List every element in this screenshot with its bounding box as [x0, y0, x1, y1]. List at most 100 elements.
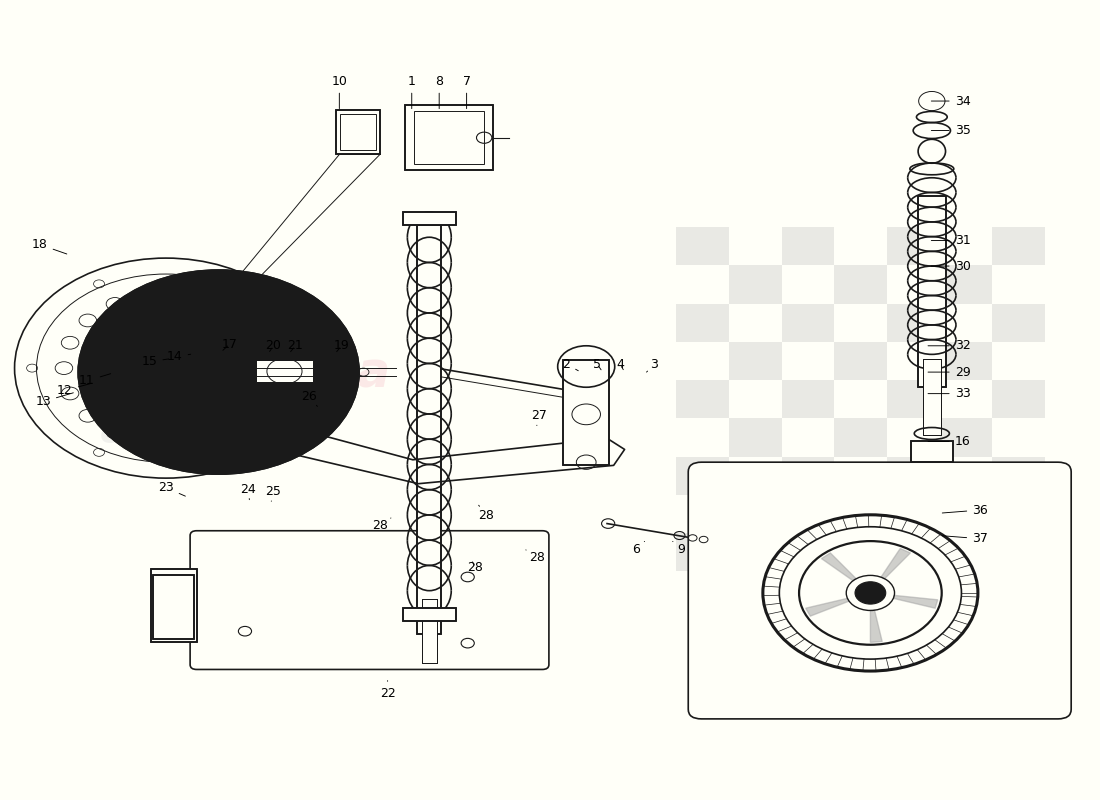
- Bar: [421, 599, 437, 663]
- Polygon shape: [881, 549, 911, 578]
- Bar: [887, 457, 939, 495]
- Bar: [729, 266, 781, 303]
- Bar: [729, 342, 781, 380]
- Polygon shape: [805, 598, 849, 616]
- Text: 32: 32: [928, 339, 970, 352]
- Text: 6: 6: [631, 542, 645, 556]
- Text: 21: 21: [287, 339, 304, 352]
- Text: 36: 36: [943, 503, 988, 517]
- Bar: [939, 418, 992, 457]
- Bar: [992, 457, 1045, 495]
- Text: car parts: car parts: [100, 417, 270, 450]
- Bar: [421, 599, 437, 663]
- Bar: [781, 227, 834, 266]
- Bar: [256, 360, 314, 382]
- Text: Scuderia: Scuderia: [144, 348, 390, 396]
- Text: 26: 26: [300, 390, 318, 406]
- Bar: [563, 360, 609, 466]
- Bar: [403, 212, 455, 225]
- Text: 16: 16: [928, 435, 970, 448]
- Bar: [729, 418, 781, 457]
- Bar: [676, 380, 729, 418]
- Bar: [887, 533, 939, 571]
- Text: 33: 33: [928, 387, 970, 400]
- Circle shape: [855, 582, 886, 604]
- Text: 14: 14: [167, 350, 190, 363]
- Bar: [153, 575, 195, 639]
- Text: 28: 28: [468, 561, 483, 574]
- Bar: [887, 303, 939, 342]
- Text: 5: 5: [593, 358, 602, 370]
- Text: 18: 18: [32, 238, 67, 254]
- Bar: [834, 418, 887, 457]
- Bar: [151, 569, 197, 642]
- Bar: [781, 303, 834, 342]
- Text: 8: 8: [436, 74, 443, 109]
- Bar: [911, 442, 953, 462]
- Bar: [403, 212, 455, 225]
- Text: 37: 37: [943, 532, 988, 546]
- Bar: [939, 495, 992, 533]
- Text: 30: 30: [932, 259, 970, 273]
- Text: 4: 4: [616, 358, 624, 370]
- Bar: [923, 359, 940, 435]
- Text: 12: 12: [57, 383, 92, 397]
- Text: 35: 35: [932, 124, 970, 137]
- Text: 28: 28: [526, 550, 544, 564]
- Bar: [676, 303, 729, 342]
- Text: 22: 22: [379, 681, 396, 700]
- Bar: [781, 457, 834, 495]
- Bar: [911, 442, 953, 462]
- Bar: [992, 227, 1045, 266]
- Bar: [676, 533, 729, 571]
- Bar: [256, 360, 314, 382]
- Bar: [834, 495, 887, 533]
- Text: 9: 9: [673, 542, 685, 556]
- Bar: [992, 303, 1045, 342]
- Bar: [340, 114, 375, 150]
- Bar: [405, 105, 493, 170]
- Bar: [676, 227, 729, 266]
- Bar: [336, 110, 380, 154]
- Bar: [563, 360, 609, 466]
- Text: 11: 11: [79, 374, 111, 387]
- Bar: [939, 342, 992, 380]
- Bar: [834, 266, 887, 303]
- Text: 20: 20: [265, 339, 282, 352]
- Text: 29: 29: [928, 366, 970, 378]
- Bar: [676, 457, 729, 495]
- Bar: [781, 380, 834, 418]
- Bar: [781, 533, 834, 571]
- FancyBboxPatch shape: [190, 530, 549, 670]
- Text: 34: 34: [932, 94, 970, 107]
- Text: 23: 23: [158, 481, 186, 496]
- Bar: [939, 266, 992, 303]
- Circle shape: [78, 270, 359, 474]
- FancyBboxPatch shape: [689, 462, 1071, 719]
- Bar: [153, 575, 195, 639]
- Bar: [414, 111, 484, 164]
- Bar: [917, 196, 946, 387]
- Bar: [923, 359, 940, 435]
- Text: 17: 17: [222, 338, 238, 350]
- Text: 27: 27: [531, 410, 547, 426]
- Bar: [336, 110, 380, 154]
- Bar: [917, 196, 946, 387]
- Text: 28: 28: [478, 506, 494, 522]
- Polygon shape: [870, 610, 882, 642]
- Text: 28: 28: [372, 518, 390, 533]
- Text: 3: 3: [647, 358, 658, 372]
- Text: 7: 7: [463, 74, 471, 109]
- Bar: [403, 608, 455, 621]
- Bar: [417, 225, 441, 634]
- Bar: [729, 495, 781, 533]
- Text: 13: 13: [35, 393, 74, 408]
- Bar: [992, 533, 1045, 571]
- Polygon shape: [893, 595, 938, 608]
- Bar: [417, 225, 441, 634]
- Bar: [887, 380, 939, 418]
- Text: 25: 25: [265, 485, 282, 502]
- Bar: [151, 569, 197, 642]
- Text: 24: 24: [241, 482, 256, 500]
- Text: 31: 31: [932, 234, 970, 247]
